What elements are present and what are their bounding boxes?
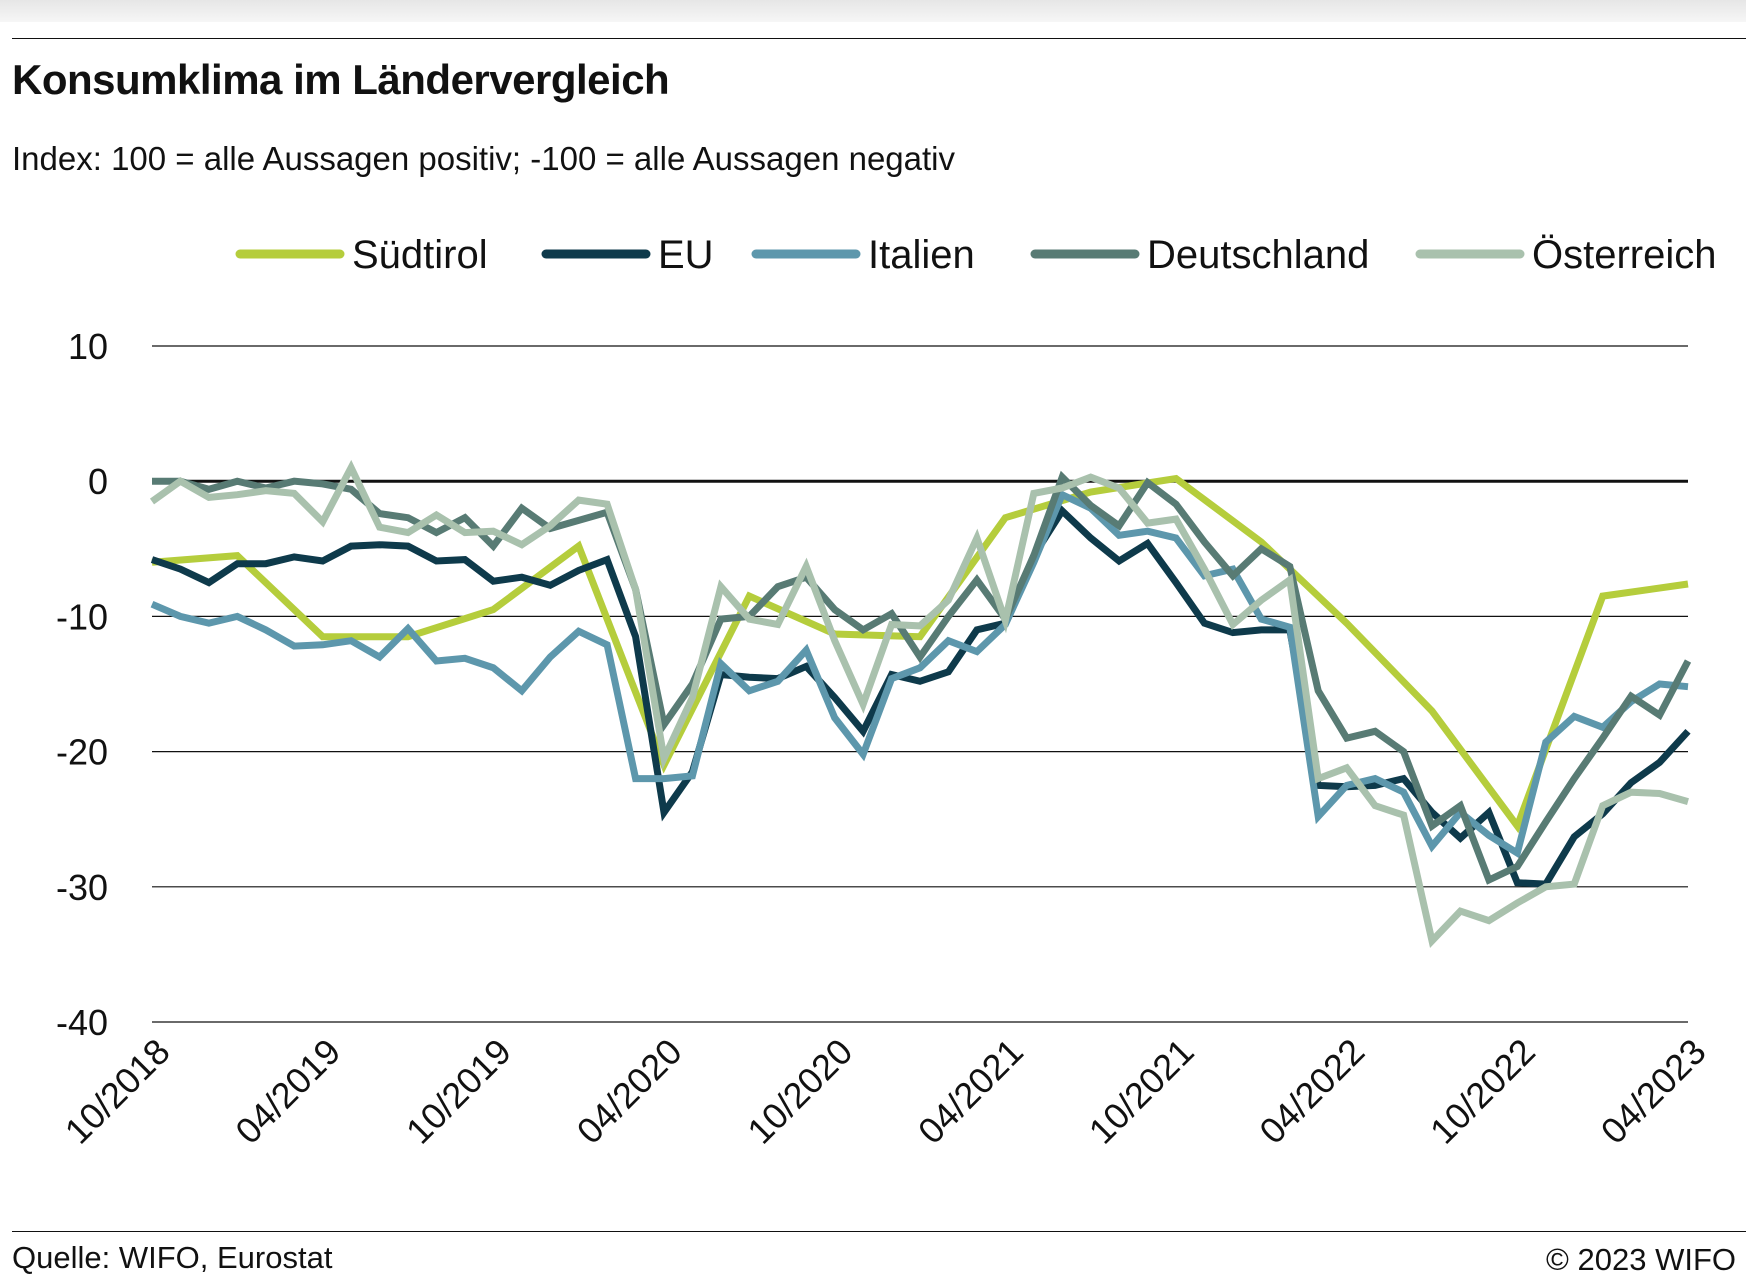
series-line-deutschland — [152, 470, 1692, 885]
y-tick-label: -20 — [56, 732, 108, 773]
y-axis-ticks: 10 0 -10 -20 -30 -40 — [56, 326, 108, 1043]
legend-item: Österreich — [1415, 233, 1717, 277]
legend-label: EU — [658, 233, 714, 277]
grid-lines — [152, 345, 1688, 1023]
x-tick-label: 04/2021 — [910, 1031, 1031, 1152]
series-line-österreich — [149, 459, 1689, 949]
legend-item: Südtirol — [235, 233, 488, 277]
legend-label: Italien — [868, 233, 975, 277]
x-tick-label: 04/2019 — [227, 1031, 348, 1152]
chart-title: Konsumklima im Ländervergleich — [12, 56, 670, 103]
series-line-italien — [150, 489, 1689, 859]
chart-subtitle: Index: 100 = alle Aussagen positiv; -100… — [12, 140, 955, 177]
x-tick-label: 04/2020 — [569, 1031, 690, 1152]
legend-item: Italien — [751, 233, 975, 277]
line-chart: Südtirol EU Italien Deutschland Österreich 1… — [56, 233, 1717, 1152]
top-shade — [0, 0, 1746, 22]
y-tick-label: -30 — [56, 867, 108, 908]
x-tick-label: 04/2022 — [1251, 1031, 1372, 1152]
x-tick-label: 10/2020 — [739, 1031, 860, 1152]
legend-label: Südtirol — [352, 233, 488, 277]
x-tick-label: 10/2021 — [1081, 1031, 1202, 1152]
y-tick-label: 0 — [88, 461, 108, 502]
x-tick-label: 10/2018 — [57, 1031, 178, 1152]
y-tick-label: -40 — [56, 1002, 108, 1043]
legend-label: Österreich — [1532, 233, 1717, 277]
header-rule — [12, 38, 1746, 39]
x-axis-ticks: 10/2018 04/2019 10/2019 04/2020 10/2020 04/20… — [57, 1031, 1714, 1152]
x-tick-label: 10/2019 — [398, 1031, 519, 1152]
series-line-südtirol — [151, 474, 1689, 834]
series-line-eu — [150, 505, 1691, 888]
legend-item: Deutschland — [1030, 233, 1369, 277]
legend-label: Deutschland — [1147, 233, 1369, 277]
legend-item: EU — [541, 233, 714, 277]
y-tick-label: 10 — [68, 326, 108, 367]
footer-rule — [12, 1231, 1746, 1232]
copyright-note: © 2023 WIFO — [1546, 1242, 1736, 1277]
x-tick-label: 04/2023 — [1593, 1031, 1714, 1152]
series-lines — [149, 459, 1692, 949]
x-tick-label: 10/2022 — [1422, 1031, 1543, 1152]
source-note: Quelle: WIFO, Eurostat — [12, 1240, 333, 1275]
legend: Südtirol EU Italien Deutschland Österreich — [235, 233, 1717, 277]
y-tick-label: -10 — [56, 596, 108, 637]
